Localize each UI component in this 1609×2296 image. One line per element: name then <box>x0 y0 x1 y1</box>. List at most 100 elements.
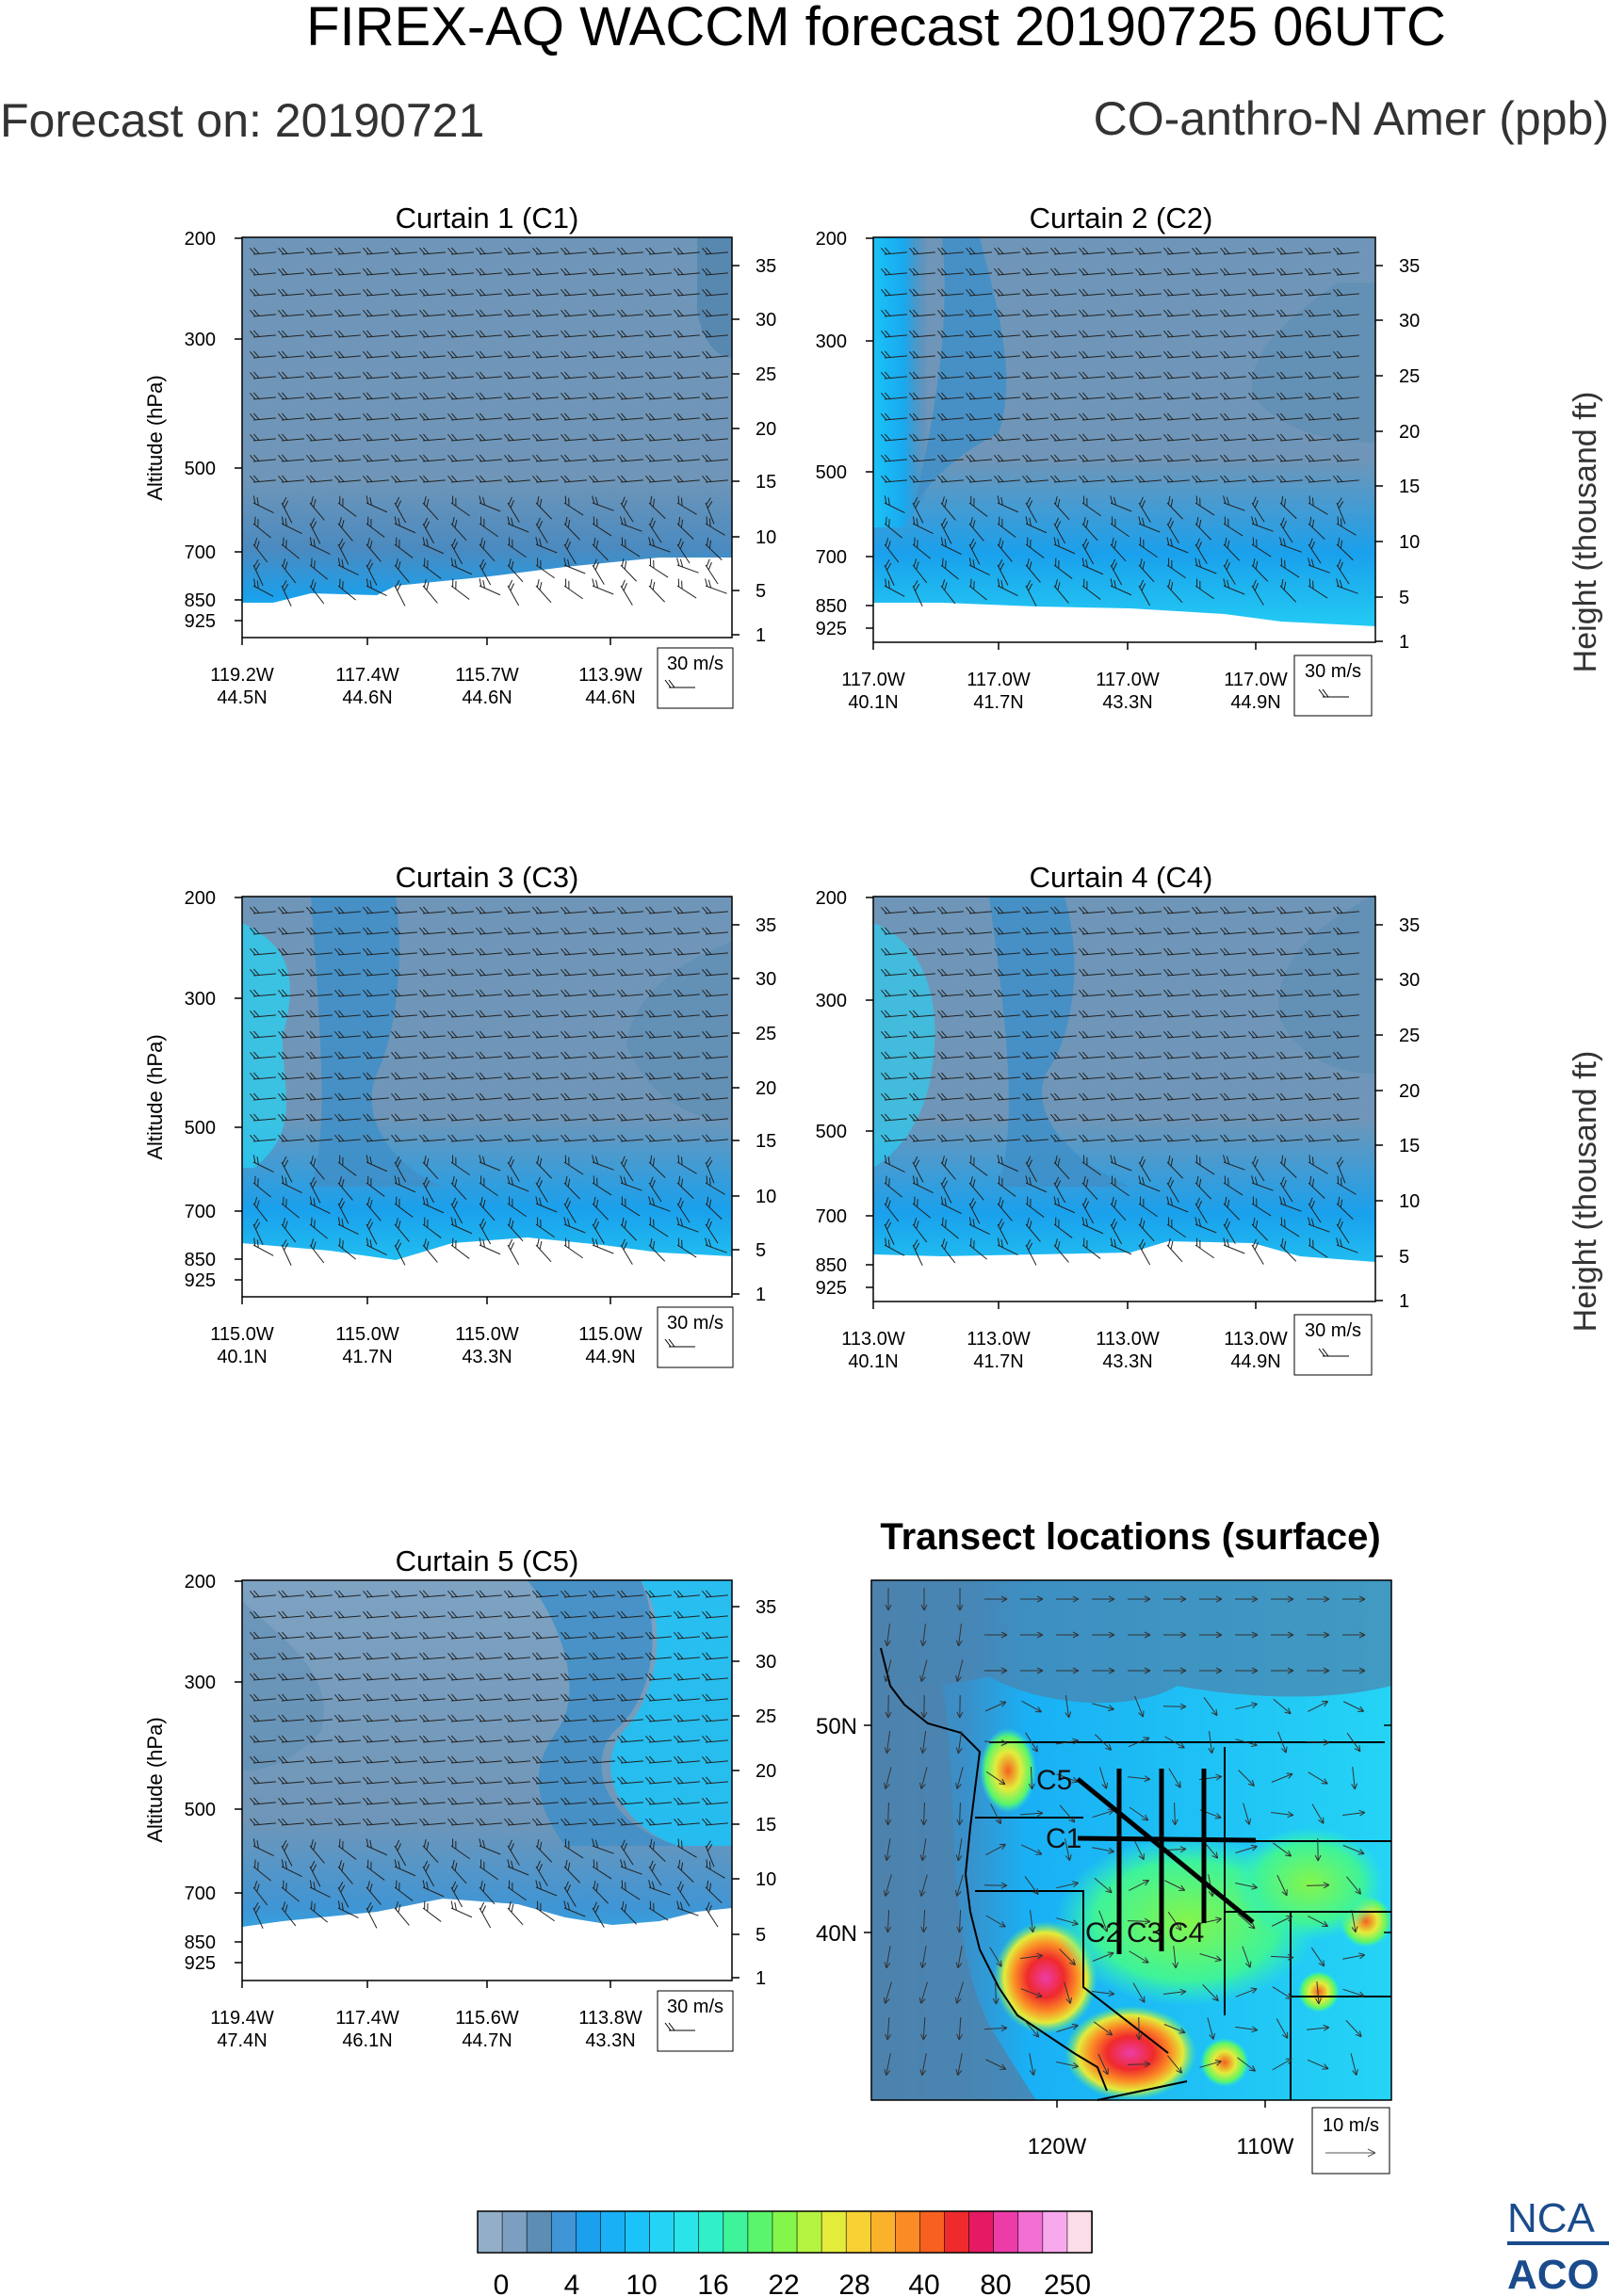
wind-barb <box>419 1714 446 1722</box>
wind-barb <box>419 288 446 297</box>
wind-barb <box>592 1218 605 1244</box>
pressure-tick-label: 925 <box>816 1278 847 1299</box>
wind-barb <box>1107 247 1133 255</box>
x-tick-lat: 41.7N <box>342 1347 392 1367</box>
x-tick-lon: 117.4W <box>335 665 399 686</box>
wind-barb <box>1050 989 1077 997</box>
wind-barb <box>337 1860 353 1884</box>
wind-barb <box>968 1155 988 1176</box>
wind-barb <box>252 1838 274 1856</box>
pressure-tick-label: 700 <box>816 1206 847 1227</box>
wind-vector <box>1314 1837 1322 1862</box>
wind-barb <box>250 1610 276 1619</box>
wind-barb <box>561 1652 587 1660</box>
wind-vector <box>1162 1703 1187 1710</box>
wind-barb <box>1279 1155 1297 1179</box>
wind-barb <box>563 1838 584 1859</box>
wind-barb <box>702 330 728 338</box>
colorbar-label: 40 <box>908 2270 939 2296</box>
wind-barb <box>450 538 463 565</box>
wind-barb <box>881 968 907 977</box>
wind-barb <box>1163 1134 1190 1142</box>
wind-barb <box>589 1092 615 1101</box>
wind-barb <box>507 1217 524 1242</box>
height-tick-label: 5 <box>756 1925 766 1946</box>
wind-barb <box>937 433 964 442</box>
wind-barb <box>645 475 672 483</box>
x-tick-lat: 44.9N <box>1230 1351 1280 1372</box>
wind-vector <box>1235 1595 1259 1603</box>
wind-barb <box>504 927 530 935</box>
wind-barb <box>620 537 641 558</box>
wind-barb <box>1223 495 1245 511</box>
wind-barb <box>994 1134 1020 1142</box>
wind-barb <box>702 288 728 297</box>
wind-barb <box>563 1155 584 1175</box>
wind-vector <box>955 1838 963 1862</box>
wind-barb <box>337 538 349 565</box>
wind-barb <box>1166 537 1189 554</box>
wind-barb <box>592 1901 605 1928</box>
wind-barb <box>645 309 672 317</box>
wind-barb <box>994 1030 1020 1039</box>
wind-barb <box>447 968 474 977</box>
wind-barb <box>532 968 559 977</box>
height-tick-label: 25 <box>756 1024 776 1044</box>
wind-barb <box>1305 927 1331 935</box>
pressure-tick-label: 700 <box>816 547 847 568</box>
map-lat-tick-40n: 40N <box>816 1921 857 1947</box>
wind-barb <box>535 1155 553 1179</box>
wind-barb <box>535 517 548 543</box>
wind-barb <box>447 1590 474 1598</box>
wind-barb <box>1220 1010 1246 1018</box>
curtain-3-title: Curtain 3 (C3) <box>396 861 579 894</box>
wind-barb <box>1248 1030 1275 1039</box>
wind-barb <box>1195 1175 1212 1200</box>
wind-vector <box>920 1694 928 1719</box>
wind-barb <box>589 288 615 297</box>
wind-barb <box>563 578 583 600</box>
wind-barb <box>912 516 934 534</box>
wind-barb <box>909 927 935 935</box>
colorbar: 0 4 10 16 22 28 40 80 250 <box>477 2210 1093 2296</box>
wind-barb <box>702 433 728 442</box>
wind-barb <box>1248 968 1275 977</box>
wind-barb <box>648 517 662 543</box>
wind-barb <box>994 309 1020 317</box>
wind-barb <box>966 267 992 276</box>
wind-barb <box>252 1197 268 1222</box>
wind-barb <box>447 247 474 255</box>
wind-vector <box>984 2059 1007 2070</box>
wind-barb <box>1251 1156 1265 1182</box>
wind-barb <box>278 350 304 359</box>
wind-barb <box>966 1134 992 1142</box>
wind-barb <box>419 1134 446 1142</box>
wind-vector <box>1235 1883 1259 1890</box>
wind-barb <box>1220 1092 1246 1101</box>
wind-barb <box>1079 947 1105 956</box>
wind-barb <box>250 1714 276 1722</box>
wind-vector <box>1271 1631 1294 1639</box>
wind-barb <box>997 578 1018 596</box>
wind-barb <box>674 1092 700 1101</box>
wind-vector <box>1310 1947 1325 1967</box>
colorbar-cell <box>1042 2210 1068 2254</box>
wind-barb <box>705 537 723 561</box>
wind-barb <box>997 558 1009 586</box>
wind-vector <box>1271 1916 1293 1927</box>
wind-barb <box>702 1113 728 1122</box>
wind-barb <box>1192 371 1218 380</box>
wind-barb <box>909 330 935 338</box>
wind-barb <box>507 537 527 558</box>
curtain-5-wind-ref-label: 30 m/s <box>667 1997 723 2017</box>
wind-barb <box>1135 1072 1162 1080</box>
wind-barb <box>391 1610 417 1619</box>
wind-barb <box>532 1631 559 1640</box>
x-tick-lat: 47.4N <box>217 2030 267 2051</box>
wind-barb <box>447 1030 474 1039</box>
wind-barb <box>1279 1176 1293 1203</box>
height-tick-label: 35 <box>1399 256 1420 277</box>
wind-barb <box>337 1155 357 1176</box>
